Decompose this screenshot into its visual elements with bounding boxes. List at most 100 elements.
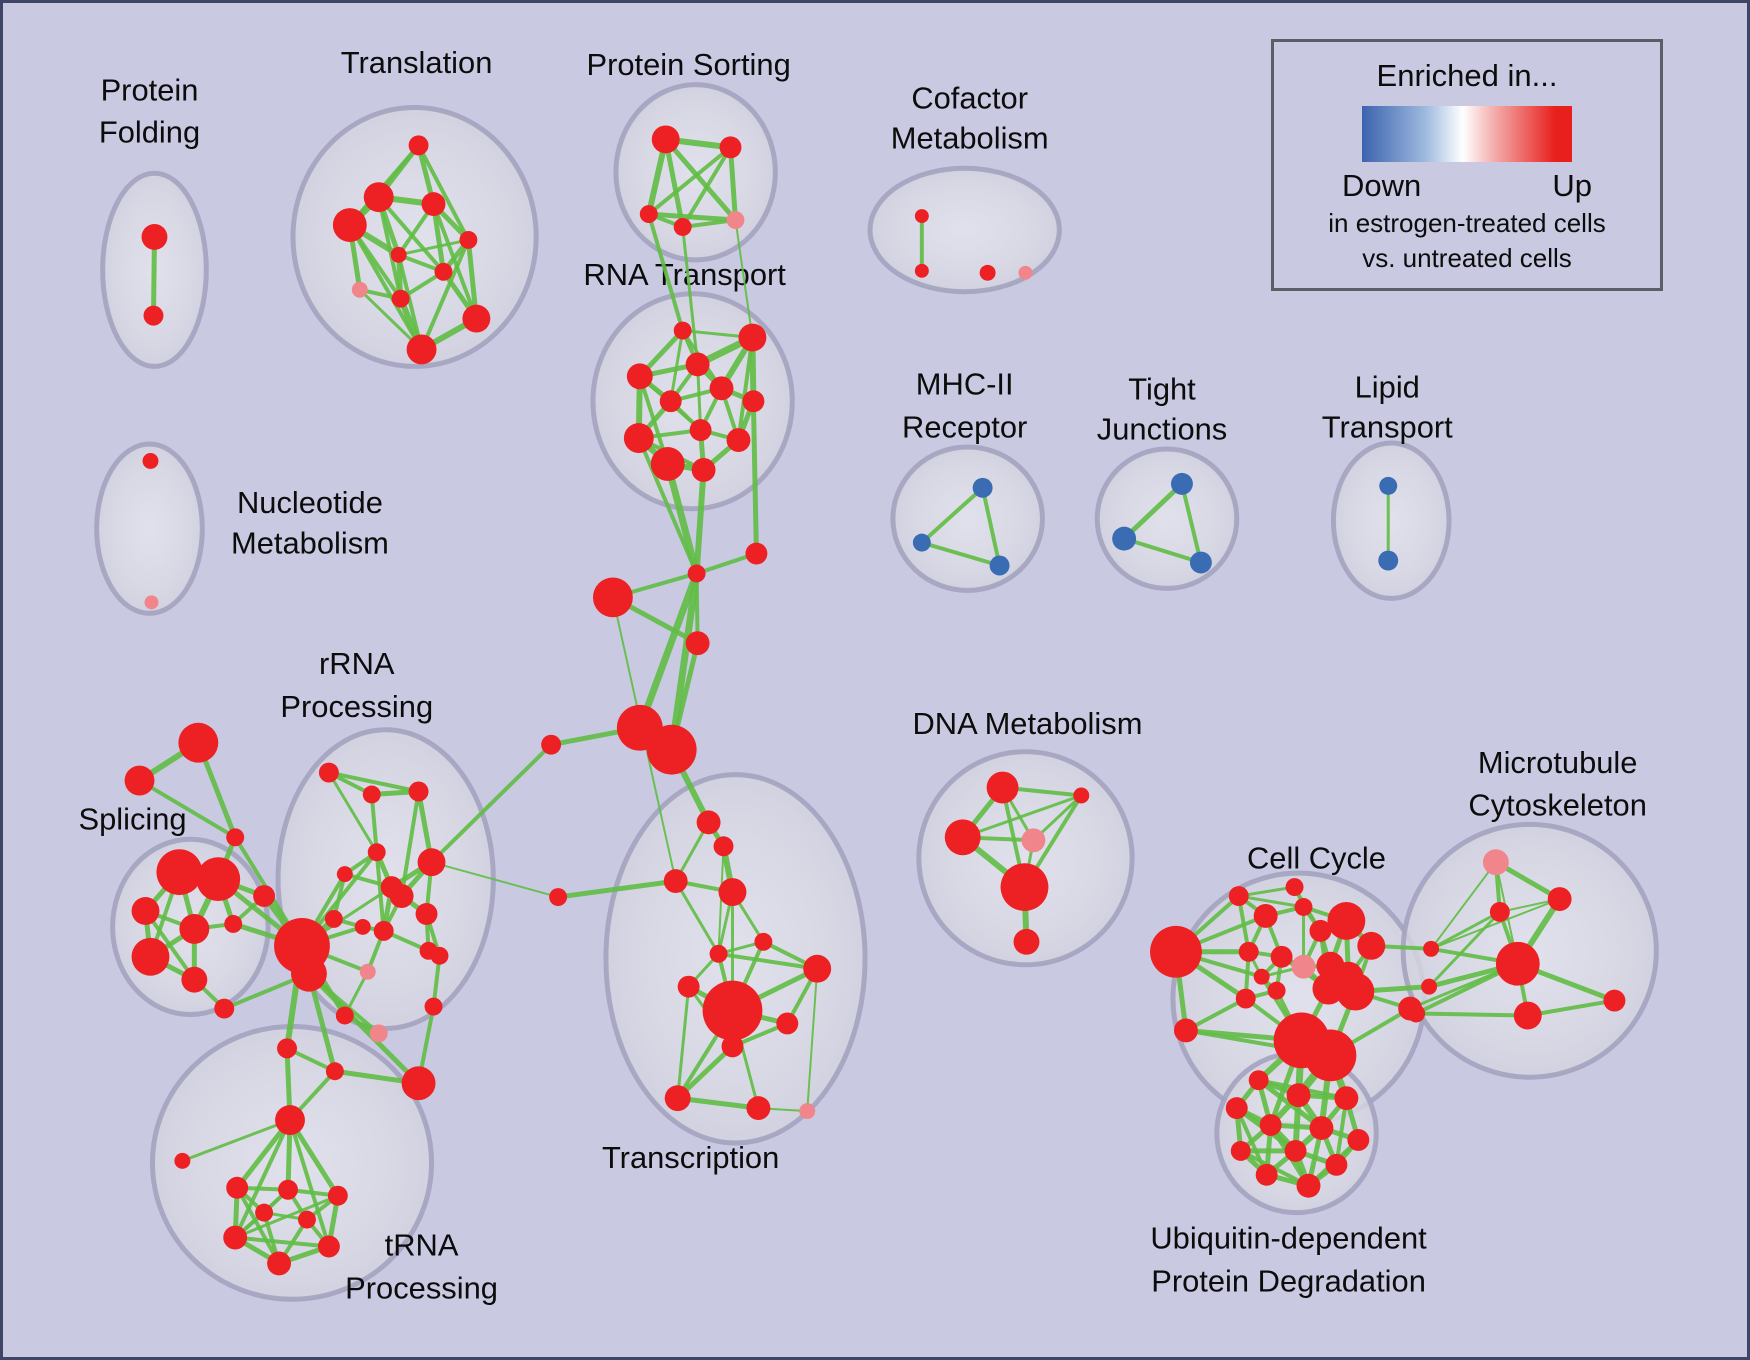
gene-set-node[interactable] bbox=[1170, 472, 1193, 495]
gene-set-node[interactable] bbox=[179, 913, 210, 944]
overlap-edge[interactable] bbox=[419, 237, 471, 352]
gene-set-node[interactable] bbox=[1150, 925, 1202, 978]
gene-set-node[interactable] bbox=[1238, 941, 1259, 962]
gene-set-node[interactable] bbox=[914, 209, 929, 224]
gene-set-node[interactable] bbox=[389, 884, 414, 908]
gene-set-node[interactable] bbox=[1253, 968, 1270, 985]
gene-set-node[interactable] bbox=[718, 878, 747, 906]
gene-set-node[interactable] bbox=[181, 966, 208, 993]
gene-set-node[interactable] bbox=[719, 136, 742, 159]
gene-set-node[interactable] bbox=[592, 577, 633, 618]
overlap-edge[interactable] bbox=[674, 879, 721, 956]
gene-set-node[interactable] bbox=[332, 208, 367, 242]
gene-set-node[interactable] bbox=[1513, 1001, 1542, 1030]
gene-set-node[interactable] bbox=[142, 453, 159, 469]
gene-set-node[interactable] bbox=[1309, 1116, 1334, 1140]
overlap-edge[interactable] bbox=[233, 1118, 293, 1240]
overlap-edge[interactable] bbox=[636, 569, 701, 732]
gene-set-node[interactable] bbox=[549, 888, 568, 906]
gene-set-node[interactable] bbox=[639, 205, 658, 224]
gene-set-node[interactable] bbox=[1296, 1173, 1321, 1198]
gene-set-node[interactable] bbox=[174, 1152, 191, 1169]
gene-set-node[interactable] bbox=[1304, 1029, 1357, 1082]
gene-set-node[interactable] bbox=[1294, 898, 1313, 916]
gene-set-node[interactable] bbox=[754, 932, 773, 951]
gene-set-node[interactable] bbox=[144, 595, 159, 610]
gene-set-node[interactable] bbox=[1225, 1097, 1248, 1120]
overlap-edge[interactable] bbox=[668, 569, 701, 754]
gene-set-node[interactable] bbox=[1291, 954, 1316, 979]
gene-set-node[interactable] bbox=[1347, 1129, 1370, 1151]
overlap-edge[interactable] bbox=[693, 466, 707, 577]
gene-set-node[interactable] bbox=[650, 447, 685, 481]
gene-set-node[interactable] bbox=[1284, 1139, 1307, 1162]
gene-set-node[interactable] bbox=[1334, 1086, 1359, 1111]
overlap-edge[interactable] bbox=[1179, 481, 1203, 565]
gene-set-node[interactable] bbox=[1327, 902, 1366, 940]
gene-set-node[interactable] bbox=[677, 975, 700, 998]
gene-set-node[interactable] bbox=[253, 885, 276, 907]
overlap-edge[interactable] bbox=[235, 1185, 282, 1266]
gene-set-node[interactable] bbox=[224, 914, 243, 933]
gene-set-node[interactable] bbox=[359, 963, 376, 980]
overlap-edge[interactable] bbox=[646, 145, 733, 217]
gene-set-node[interactable] bbox=[141, 224, 168, 250]
gene-set-node[interactable] bbox=[1336, 972, 1375, 1011]
overlap-edge[interactable] bbox=[429, 742, 554, 865]
gene-set-node[interactable] bbox=[1267, 981, 1286, 1000]
gene-set-node[interactable] bbox=[408, 781, 429, 802]
gene-set-node[interactable] bbox=[1021, 828, 1046, 853]
gene-set-node[interactable] bbox=[327, 1185, 348, 1206]
gene-set-node[interactable] bbox=[1489, 902, 1510, 922]
gene-set-node[interactable] bbox=[1235, 988, 1256, 1009]
gene-set-node[interactable] bbox=[424, 997, 443, 1016]
overlap-edge[interactable] bbox=[728, 144, 738, 223]
overlap-edge[interactable] bbox=[676, 985, 691, 1100]
gene-set-node[interactable] bbox=[1378, 550, 1399, 571]
overlap-edge[interactable] bbox=[961, 793, 1083, 839]
gene-set-node[interactable] bbox=[541, 734, 562, 755]
gene-set-node[interactable] bbox=[745, 542, 768, 565]
gene-set-node[interactable] bbox=[434, 262, 453, 281]
gene-set-node[interactable] bbox=[1018, 265, 1033, 280]
overlap-edge[interactable] bbox=[374, 850, 386, 933]
gene-set-node[interactable] bbox=[726, 211, 745, 229]
gene-set-node[interactable] bbox=[659, 390, 682, 413]
gene-set-node[interactable] bbox=[267, 1251, 292, 1276]
overlap-edge[interactable] bbox=[646, 212, 685, 333]
overlap-edge[interactable] bbox=[750, 398, 759, 557]
gene-set-node[interactable] bbox=[401, 1066, 436, 1101]
overlap-edge[interactable] bbox=[736, 335, 755, 443]
gene-set-node[interactable] bbox=[626, 363, 653, 390]
gene-set-node[interactable] bbox=[1482, 849, 1509, 876]
gene-set-node[interactable] bbox=[623, 423, 654, 454]
gene-set-node[interactable] bbox=[1013, 928, 1040, 955]
overlap-edge[interactable] bbox=[1525, 998, 1617, 1018]
gene-set-node[interactable] bbox=[673, 321, 692, 340]
gene-set-node[interactable] bbox=[651, 125, 680, 154]
gene-set-node[interactable] bbox=[726, 428, 751, 453]
gene-set-node[interactable] bbox=[709, 944, 728, 963]
gene-set-node[interactable] bbox=[986, 771, 1019, 804]
gene-set-node[interactable] bbox=[1495, 941, 1540, 986]
gene-set-node[interactable] bbox=[351, 281, 368, 298]
gene-set-node[interactable] bbox=[363, 182, 394, 213]
gene-set-node[interactable] bbox=[1309, 919, 1332, 942]
gene-set-node[interactable] bbox=[1000, 863, 1049, 911]
overlap-edge[interactable] bbox=[675, 1095, 761, 1111]
gene-set-node[interactable] bbox=[318, 762, 339, 783]
overlap-edge[interactable] bbox=[734, 219, 754, 339]
gene-set-node[interactable] bbox=[367, 843, 386, 862]
gene-set-node[interactable] bbox=[1248, 1070, 1269, 1091]
gene-set-node[interactable] bbox=[738, 323, 767, 352]
overlap-edge[interactable] bbox=[1414, 1011, 1530, 1018]
gene-set-node[interactable] bbox=[1253, 904, 1278, 928]
gene-set-node[interactable] bbox=[325, 1062, 344, 1081]
gene-set-node[interactable] bbox=[1379, 476, 1398, 495]
gene-set-node[interactable] bbox=[685, 352, 710, 377]
overlap-edge[interactable] bbox=[288, 1118, 331, 1249]
overlap-edge[interactable] bbox=[717, 845, 725, 955]
gene-set-node[interactable] bbox=[1255, 1163, 1278, 1186]
gene-set-node[interactable] bbox=[1173, 1018, 1198, 1043]
gene-set-node[interactable] bbox=[415, 903, 438, 925]
